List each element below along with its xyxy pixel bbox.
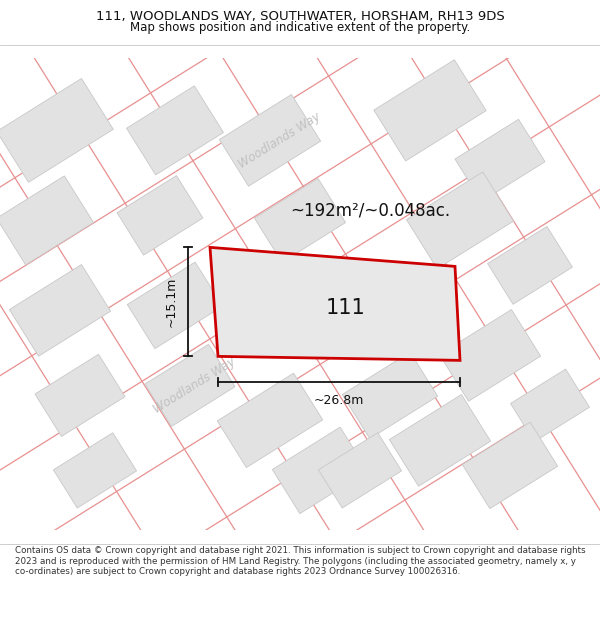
Text: Map shows position and indicative extent of the property.: Map shows position and indicative extent… — [130, 21, 470, 34]
Polygon shape — [217, 373, 323, 468]
Polygon shape — [374, 60, 486, 161]
Text: Contains OS data © Crown copyright and database right 2021. This information is : Contains OS data © Crown copyright and d… — [15, 546, 586, 576]
Text: 111, WOODLANDS WAY, SOUTHWATER, HORSHAM, RH13 9DS: 111, WOODLANDS WAY, SOUTHWATER, HORSHAM,… — [95, 10, 505, 23]
Polygon shape — [35, 354, 125, 436]
Polygon shape — [0, 176, 94, 265]
Polygon shape — [488, 226, 572, 304]
Polygon shape — [53, 432, 137, 508]
Polygon shape — [254, 179, 346, 262]
Polygon shape — [343, 352, 437, 439]
Polygon shape — [220, 94, 320, 186]
Polygon shape — [511, 369, 589, 442]
Text: ~15.1m: ~15.1m — [165, 277, 178, 327]
Text: ~26.8m: ~26.8m — [314, 394, 364, 408]
Text: 111: 111 — [326, 298, 365, 318]
Polygon shape — [319, 432, 401, 508]
Polygon shape — [439, 309, 541, 401]
Polygon shape — [145, 344, 235, 426]
Polygon shape — [463, 422, 557, 509]
Polygon shape — [0, 79, 113, 182]
Polygon shape — [389, 394, 491, 486]
Text: Woodlands Way: Woodlands Way — [152, 355, 238, 416]
Polygon shape — [127, 86, 223, 175]
Polygon shape — [10, 264, 110, 356]
Polygon shape — [455, 119, 545, 201]
Polygon shape — [127, 262, 223, 349]
Text: ~192m²/~0.048ac.: ~192m²/~0.048ac. — [290, 201, 450, 219]
Polygon shape — [210, 248, 460, 361]
Text: Woodlands Way: Woodlands Way — [236, 110, 323, 171]
Polygon shape — [272, 427, 368, 514]
Polygon shape — [117, 176, 203, 255]
Polygon shape — [406, 172, 514, 269]
